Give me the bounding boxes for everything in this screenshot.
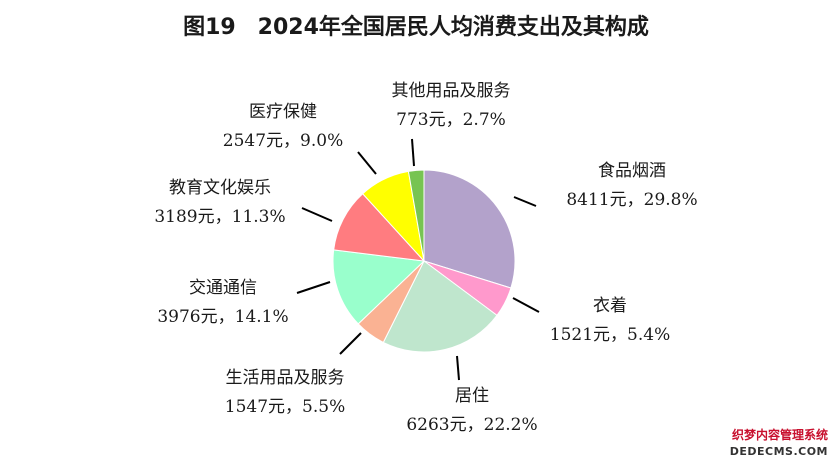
- slice-value-label-7: 2547元，9.0%: [223, 131, 343, 151]
- leader-line-7: [357, 151, 377, 175]
- pie-slice-5: [332, 249, 426, 325]
- leader-line-4: [339, 332, 362, 355]
- pie-slice-8: [407, 169, 425, 262]
- pie-slices: [332, 169, 516, 353]
- slice-name-label-3: 居住: [455, 386, 489, 406]
- slice-value-label-5: 3976元，14.1%: [157, 307, 288, 327]
- leader-line-2: [512, 297, 540, 313]
- pie-slice-1: [423, 169, 516, 289]
- slice-value-label-3: 6263元，22.2%: [406, 415, 537, 435]
- chart-title: 图19 2024年全国居民人均消费支出及其构成: [183, 14, 649, 40]
- slice-name-label-2: 衣着: [593, 296, 627, 316]
- leader-lines: [296, 138, 540, 381]
- slice-labels: 食品烟酒 8411元，29.8% 衣着 1521元，5.4% 居住 6263元，22.2%…: [154, 81, 697, 435]
- slice-name-label-1: 食品烟酒: [598, 161, 666, 181]
- slice-value-label-8: 773元，2.7%: [396, 110, 506, 130]
- watermark-text: 织梦内容管理系统: [732, 427, 828, 442]
- pie-slice-6: [333, 193, 426, 262]
- slice-name-label-6: 教育文化娱乐: [169, 178, 271, 198]
- slice-name-label-8: 其他用品及服务: [392, 81, 511, 101]
- leader-line-8: [411, 138, 415, 167]
- leader-line-3: [456, 355, 460, 381]
- leader-line-1: [513, 196, 537, 207]
- slice-name-label-7: 医疗保健: [249, 102, 317, 122]
- slice-value-label-2: 1521元，5.4%: [550, 325, 670, 345]
- slice-value-label-6: 3189元，11.3%: [154, 207, 285, 227]
- watermark-domain: DEDECMS.COM: [730, 445, 828, 458]
- leader-line-5: [296, 281, 331, 294]
- slice-name-label-5: 交通通信: [189, 278, 257, 298]
- slice-value-label-4: 1547元，5.5%: [225, 397, 345, 417]
- pie-slice-3: [382, 260, 498, 353]
- leader-line-6: [301, 207, 333, 222]
- slice-value-label-1: 8411元，29.8%: [566, 190, 697, 210]
- slice-name-label-4: 生活用品及服务: [226, 368, 345, 388]
